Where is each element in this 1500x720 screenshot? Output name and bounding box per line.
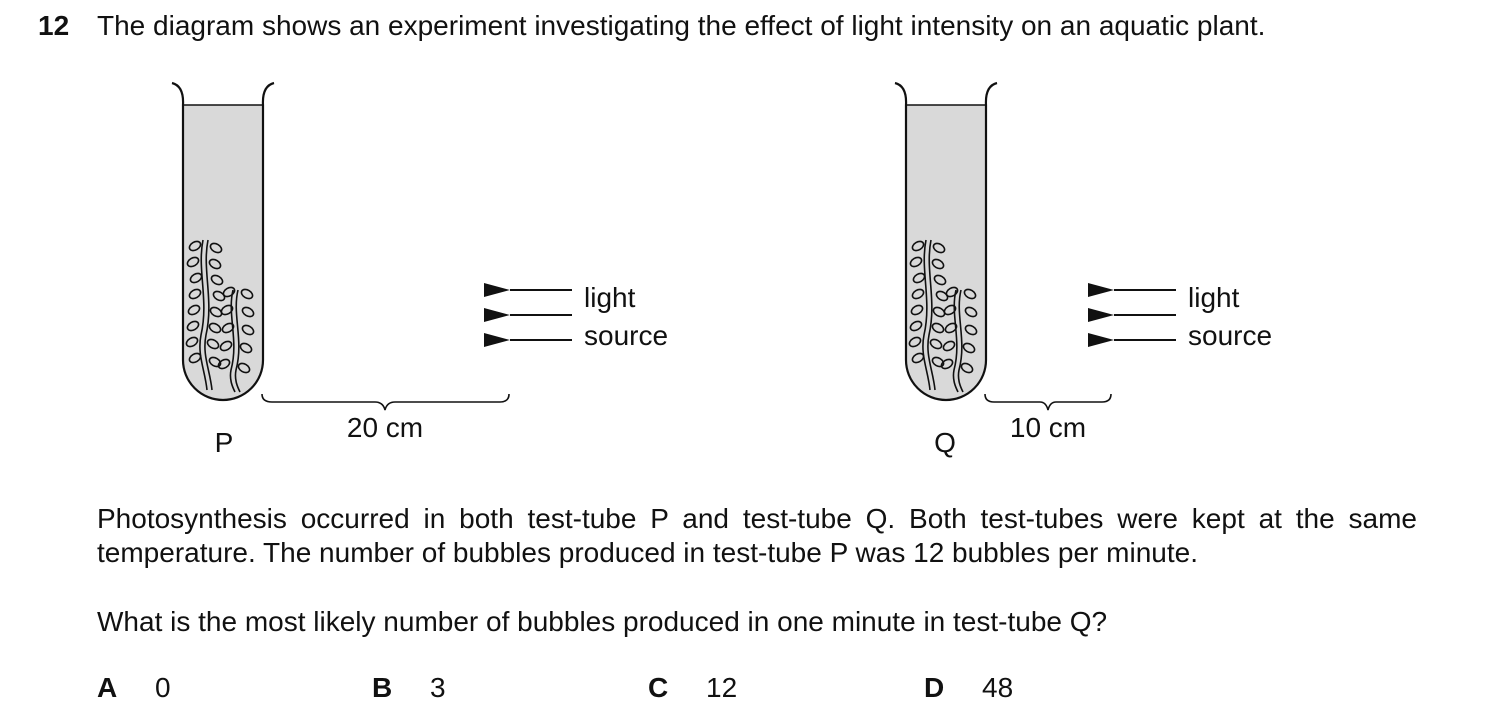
option-c[interactable]: C 12 (648, 672, 737, 704)
distance-brace-q (984, 393, 1112, 411)
test-tube-p (171, 81, 275, 402)
question-stem: The diagram shows an experiment investig… (97, 10, 1266, 41)
test-tube-q (894, 81, 998, 402)
light-label-p-line1: light (584, 282, 636, 313)
question-prompt: What is the most likely number of bubble… (97, 606, 1108, 637)
option-b-value: 3 (430, 672, 446, 703)
option-d-letter: D (924, 672, 945, 703)
option-d[interactable]: D 48 (924, 672, 1013, 704)
light-arrows-p (484, 283, 572, 347)
light-label-p-line2: source (584, 320, 668, 351)
option-c-letter: C (648, 672, 669, 703)
question-number: 12 (38, 10, 70, 41)
distance-label-p: 20 cm (347, 412, 423, 443)
option-b-letter: B (372, 672, 393, 703)
option-a-value: 0 (155, 672, 171, 703)
tube-label-q: Q (934, 427, 956, 458)
light-arrows-q (1088, 283, 1176, 347)
context-paragraph: Photosynthesis occurred in both test-tub… (97, 503, 1417, 568)
option-c-value: 12 (706, 672, 738, 703)
option-d-value: 48 (982, 672, 1014, 703)
distance-label-q: 10 cm (1010, 412, 1086, 443)
experiment-diagram: 20 cm P light source 10 cm Q light sourc… (171, 81, 1272, 458)
tube-label-p: P (215, 427, 234, 458)
light-label-q-line1: light (1188, 282, 1240, 313)
option-a-letter: A (97, 672, 118, 703)
light-label-q-line2: source (1188, 320, 1272, 351)
distance-brace-p (261, 393, 510, 411)
